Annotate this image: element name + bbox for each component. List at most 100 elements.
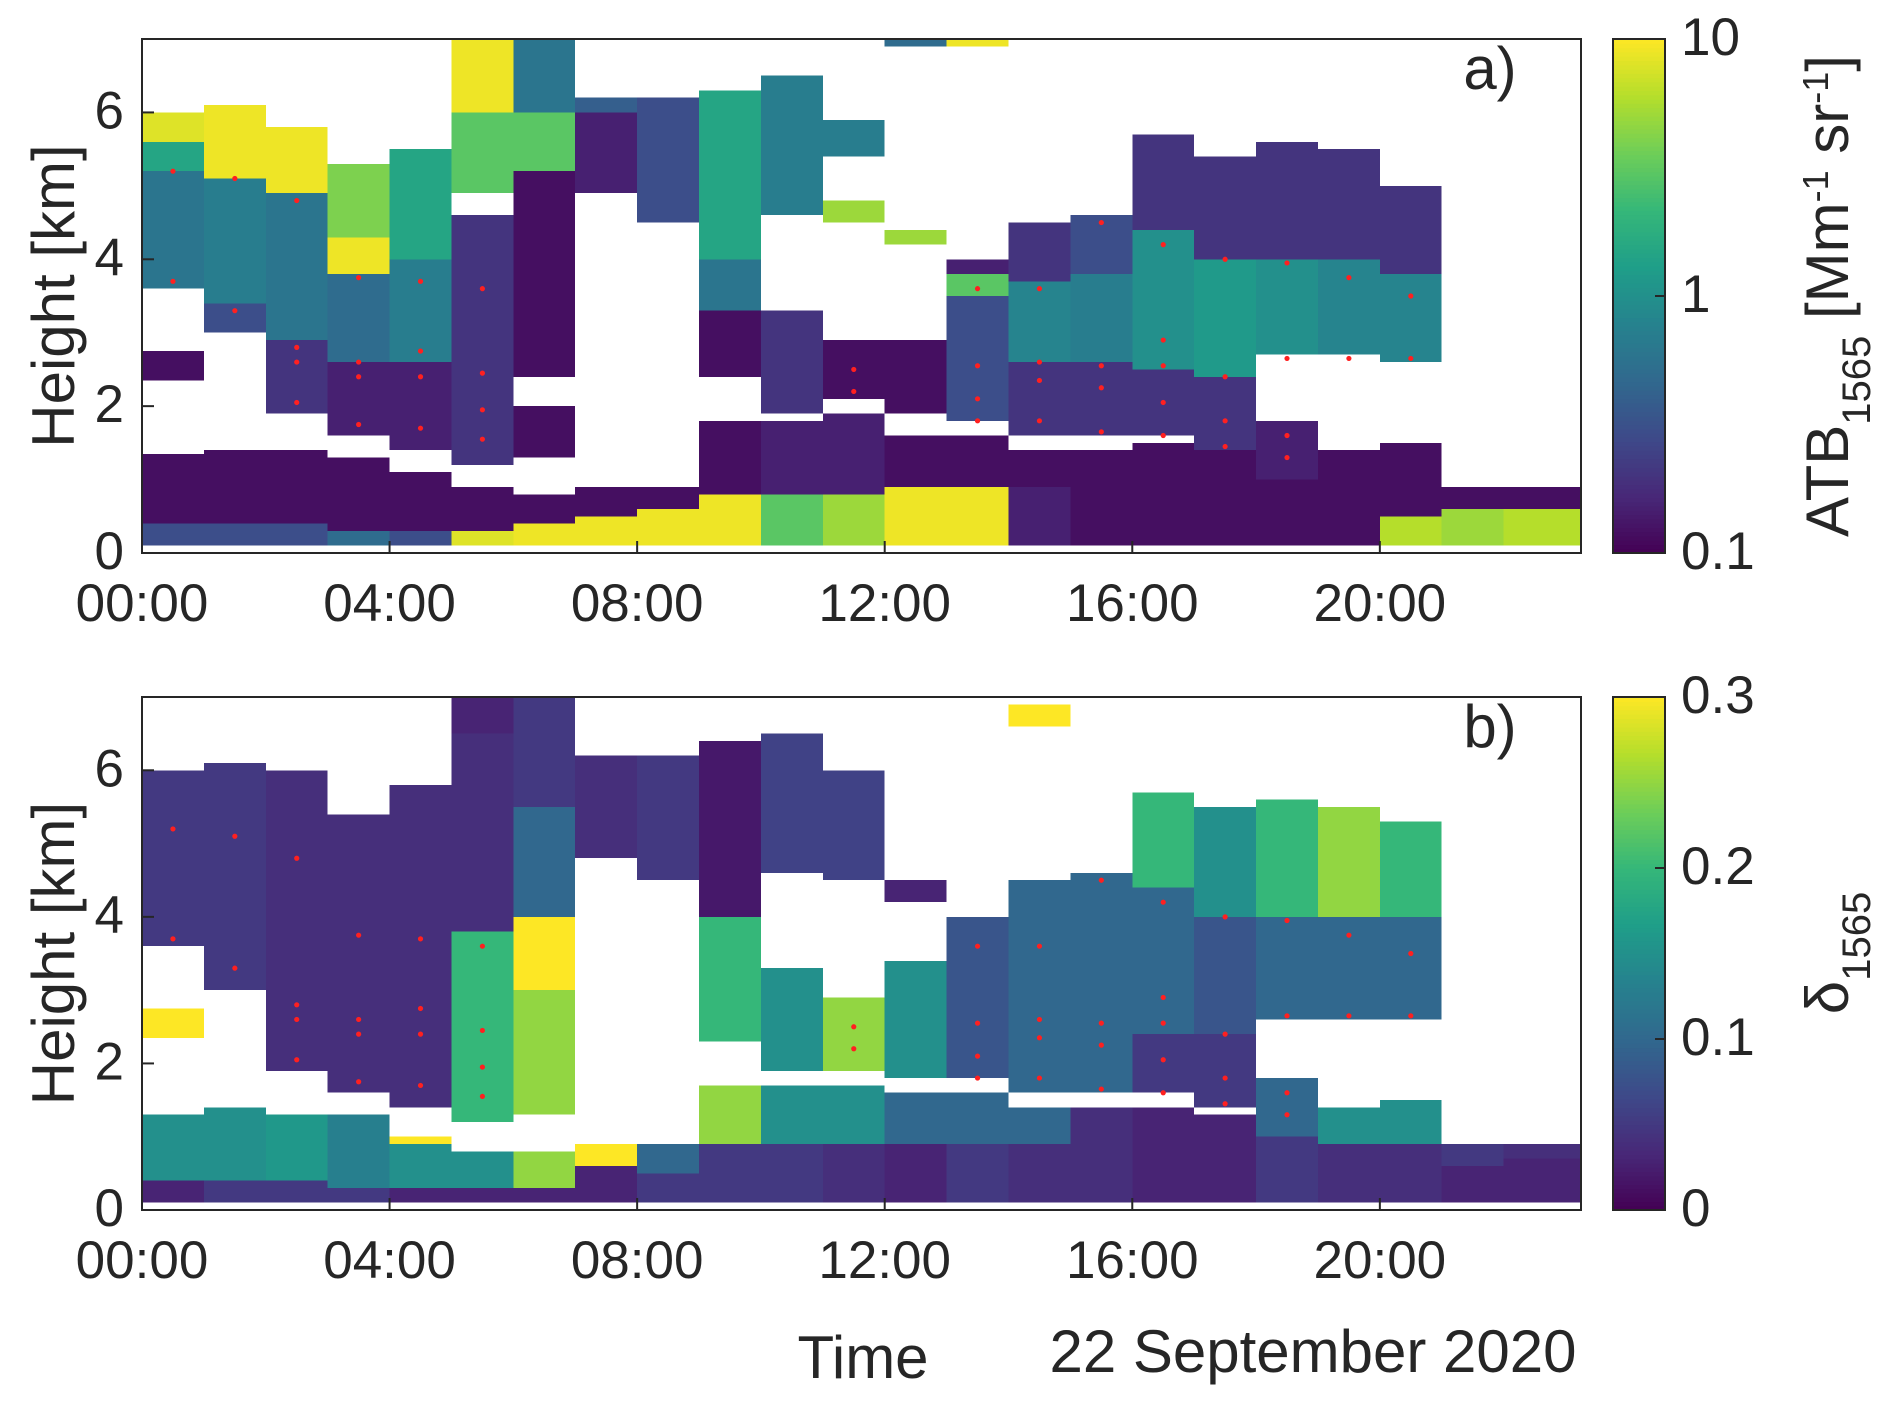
colorbar-swatch	[1613, 1103, 1665, 1108]
marker-point	[1160, 899, 1166, 905]
colorbar-swatch	[1613, 471, 1665, 477]
cell	[822, 770, 885, 881]
cell	[142, 1008, 204, 1038]
cell	[389, 1136, 452, 1145]
cell	[327, 163, 390, 238]
cell	[1008, 450, 1071, 487]
colorbar-swatch	[1613, 1081, 1665, 1087]
cell	[1070, 1107, 1133, 1203]
colorbar-swatch	[1613, 81, 1665, 87]
colorbar-swatch	[1613, 223, 1665, 229]
marker-point	[356, 1079, 362, 1085]
cell	[1317, 259, 1380, 355]
colorbar-swatch	[1613, 458, 1665, 464]
colorbar-swatch	[1613, 880, 1665, 886]
cell	[142, 1114, 204, 1181]
y-axis-label: Height [km]	[20, 144, 87, 447]
colorbar-swatch	[1613, 180, 1665, 186]
cell	[1379, 442, 1442, 517]
cell	[203, 762, 266, 991]
colorbar-swatch	[1613, 197, 1665, 203]
marker-point	[170, 168, 176, 174]
marker-point	[1346, 355, 1352, 362]
colorbar-swatch	[1613, 377, 1665, 383]
colorbar-swatch	[1613, 463, 1665, 468]
colorbar-swatch	[1613, 1060, 1665, 1066]
colorbar-swatch	[1613, 218, 1665, 224]
marker-point	[1346, 1013, 1352, 1019]
cell	[389, 259, 452, 363]
cell	[451, 112, 514, 194]
colorbar-swatch	[1613, 407, 1665, 413]
cell	[451, 215, 514, 370]
colorbar-frame	[1612, 696, 1666, 1211]
cell	[1256, 799, 1318, 917]
cell	[1379, 916, 1442, 1020]
marker-point	[1222, 443, 1228, 450]
colorbar-swatch	[1613, 812, 1665, 818]
cell	[142, 141, 204, 172]
colorbar-swatch	[1613, 90, 1665, 96]
colorbar-swatch	[1613, 820, 1665, 826]
colorbar-swatch	[1613, 308, 1665, 314]
colorbar-swatch	[1613, 253, 1665, 259]
cell	[760, 1144, 823, 1203]
marker-point	[170, 826, 176, 832]
colorbar-swatch	[1613, 304, 1665, 310]
colorbar-swatch	[1613, 313, 1665, 319]
marker-point	[1408, 1013, 1414, 1019]
colorbar-tick-label: 10	[1681, 8, 1740, 67]
colorbar-swatch	[1613, 68, 1665, 74]
x-tick-label: 08:00	[571, 574, 704, 633]
colorbar-swatch	[1613, 838, 1665, 843]
marker-point	[1222, 256, 1228, 262]
cell	[884, 229, 947, 245]
colorbar-swatch	[1613, 953, 1665, 959]
cell	[1132, 134, 1195, 230]
colorbar-swatch	[1613, 1000, 1665, 1006]
cell	[327, 530, 390, 546]
cell	[265, 127, 328, 194]
marker-point	[1098, 877, 1104, 883]
colorbar-swatch	[1613, 855, 1665, 861]
label-sub: 1565	[1835, 892, 1879, 981]
colorbar-swatch	[1613, 709, 1665, 715]
cell	[575, 516, 638, 546]
colorbar-swatch	[1613, 868, 1665, 873]
cell	[203, 523, 266, 546]
marker-point	[479, 436, 486, 442]
colorbar-swatch	[1613, 1094, 1665, 1100]
y-tick-label: 6	[95, 81, 124, 140]
marker-point	[479, 370, 486, 376]
colorbar-tick-label: 0.3	[1681, 666, 1755, 725]
colorbar-swatch	[1613, 240, 1665, 246]
cell	[389, 149, 452, 260]
cell	[760, 1085, 823, 1145]
cell	[946, 259, 1009, 274]
cell	[575, 112, 638, 194]
cell	[389, 1144, 452, 1189]
marker-point	[1222, 418, 1228, 424]
colorbar-swatch	[1613, 791, 1665, 796]
colorbar-swatch	[1613, 51, 1665, 57]
colorbar-swatch	[1613, 64, 1665, 70]
colorbar-swatch	[1613, 257, 1665, 263]
cell	[513, 39, 576, 113]
colorbar-swatch	[1613, 94, 1665, 100]
cell	[946, 1092, 1009, 1145]
cell	[327, 1188, 390, 1203]
marker-point	[170, 936, 176, 942]
marker-point	[1098, 1042, 1104, 1048]
cell	[513, 1151, 576, 1189]
colorbar-swatch	[1613, 343, 1665, 348]
colorbar-swatch	[1613, 531, 1665, 537]
label-part: sr	[1794, 104, 1861, 171]
colorbar-swatch	[1613, 1039, 1665, 1044]
cell	[575, 486, 638, 517]
colorbar-swatch	[1613, 1004, 1665, 1010]
marker-point	[232, 175, 238, 182]
cell	[513, 523, 576, 546]
marker-point	[974, 363, 981, 369]
colorbar-tick-label: 0.1	[1681, 522, 1755, 581]
colorbar-swatch	[1613, 394, 1665, 400]
